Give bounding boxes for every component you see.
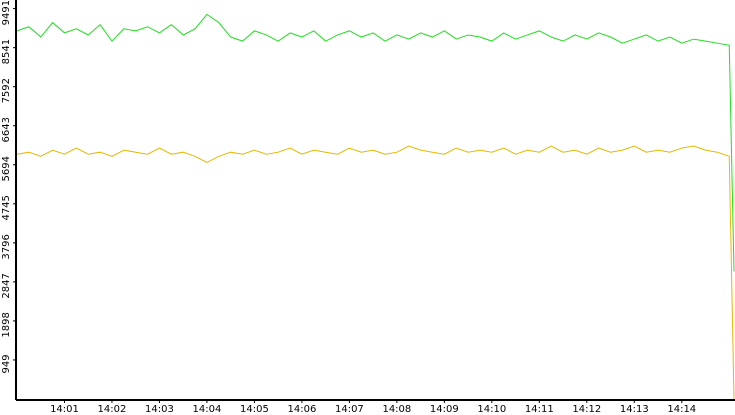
y-tick-label: 9491	[1, 0, 12, 25]
x-tick-label: 14:06	[287, 404, 316, 415]
x-tick-label: 14:09	[430, 404, 459, 415]
x-tick-label: 14:04	[193, 404, 222, 415]
x-tick-label: 14:13	[620, 404, 649, 415]
x-tick-label: 14:12	[572, 404, 601, 415]
y-tick-label: 1898	[1, 312, 12, 337]
x-tick-label: 14:08	[382, 404, 411, 415]
y-tick-label: 3796	[1, 234, 12, 259]
series-line	[16, 13, 735, 272]
y-tick-label: 4745	[1, 195, 12, 220]
series-line	[16, 145, 735, 400]
x-tick-label: 14:07	[335, 404, 364, 415]
y-tick-label: 6643	[1, 117, 12, 142]
x-tick-label: 14:10	[477, 404, 506, 415]
y-tick-label: 7592	[1, 78, 12, 103]
y-tick-label: 2847	[1, 273, 12, 298]
x-tick-label: 14:11	[525, 404, 554, 415]
y-tick-label: 949	[1, 354, 12, 373]
x-tick-label: 14:02	[98, 404, 127, 415]
x-tick-label: 14:03	[145, 404, 174, 415]
x-tick-label: 14:05	[240, 404, 269, 415]
x-tick-label: 14:01	[50, 404, 79, 415]
x-tick-label: 14:14	[667, 404, 696, 415]
y-tick-label: 5694	[1, 156, 12, 181]
y-tick-label: 8541	[1, 39, 12, 64]
